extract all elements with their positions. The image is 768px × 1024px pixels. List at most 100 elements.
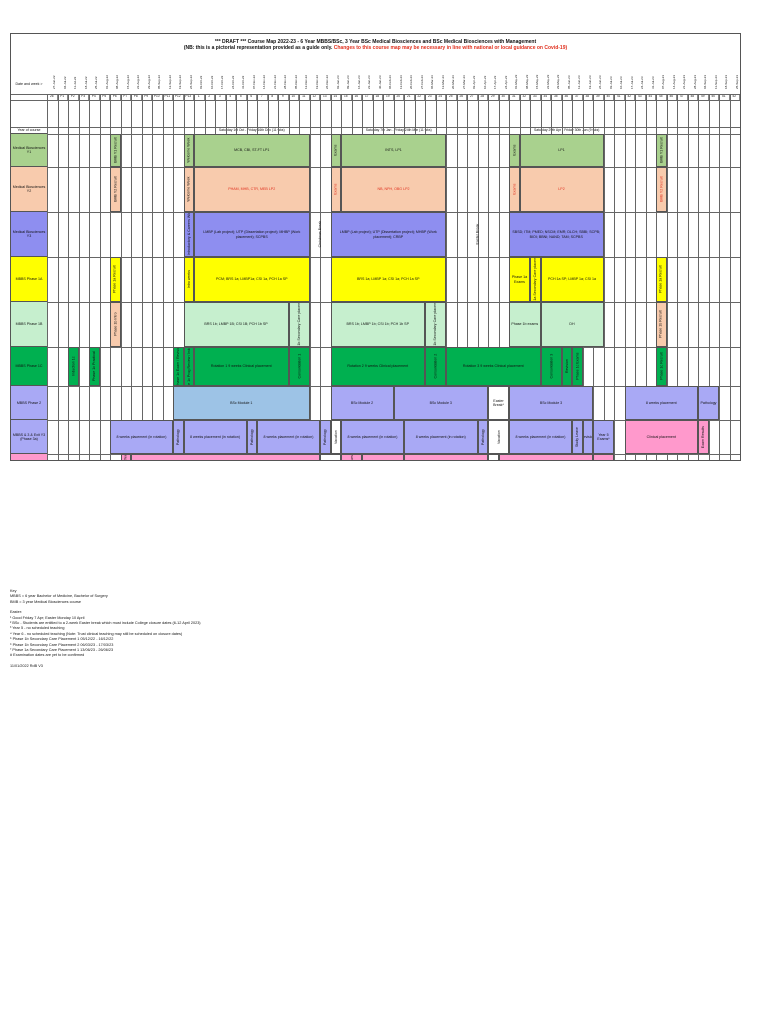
week-number: 38 <box>583 94 593 100</box>
date-label: 27-Jun-22 <box>52 75 57 89</box>
date-cell: 26-Dec-22 <box>320 56 331 94</box>
block-label: PCH 1b Secondary Care placement 1 <box>296 302 301 347</box>
block-label: Phase 1b Recruit <box>659 310 664 339</box>
schedule-block-bmb-y1-recruit: BMB Y1 Recruit <box>656 134 667 167</box>
schedule-block-bsc-m4: BSc Module 3 <box>509 386 593 420</box>
date-label: 29-May-23 <box>556 74 561 89</box>
week-number: 20 <box>394 94 404 100</box>
grid-line <box>152 94 153 460</box>
schedule-block-study-leave: Study Leave <box>572 420 583 454</box>
schedule-block-phase1a-recruit2: Phase 1a Recruit <box>656 257 667 302</box>
week-number: 52 <box>730 94 740 100</box>
schedule-block-bsc-m3: BSc Module 3 <box>393 386 488 420</box>
date-week-label: Date and week > <box>15 82 43 86</box>
week-number: 47 <box>677 94 688 100</box>
schedule-block-welcome-week: Welcome Week <box>183 134 194 167</box>
date-label: 14-Aug-23 <box>671 74 676 89</box>
schedule-block-phase1a-recruit: Phase 1a Recruit <box>110 257 121 302</box>
schedule-block-p3-path4: Pathology <box>477 420 488 454</box>
course-map-sheet: *** DRAFT *** Course Map 2022-23 - 6 Yea… <box>10 33 741 461</box>
schedule-block-clinical-placement: Clinical placement <box>624 420 698 454</box>
date-label: 05-Jun-23 <box>566 75 571 89</box>
schedule-block-consolidation2: Consolidation 2 <box>425 347 446 386</box>
date-label: 24-Oct-22 <box>230 75 235 89</box>
block-label: BSc Module 3 <box>539 400 563 405</box>
grid-line <box>645 94 647 460</box>
date-cell: 08-May-23 <box>520 56 531 94</box>
week-number: 51 <box>719 94 730 100</box>
grid-line <box>320 94 321 460</box>
date-cell: 14-Nov-22 <box>257 56 268 94</box>
date-cell: 27-Mar-23 <box>457 56 468 94</box>
block-label: SBSD; ITM; PMED; NSCM; EMR; DLCH; SBBI; … <box>512 230 601 239</box>
date-label: 03-Jul-23 <box>608 76 613 89</box>
grid-line <box>624 94 626 460</box>
grid-line <box>614 94 615 460</box>
schedule-block-welcome-y2: Welcome Week <box>183 167 194 212</box>
date-label: 26-Sep-22 <box>188 74 193 89</box>
week-number: 16 <box>352 94 362 100</box>
block-label: 8 weeks placement <box>645 400 677 405</box>
grid-line <box>488 94 489 460</box>
date-cell: 13-Feb-23 <box>394 56 405 94</box>
date-label: 01-Aug-22 <box>104 74 109 89</box>
date-cell: 22-Aug-22 <box>131 56 142 94</box>
week-number: 35 <box>551 94 562 100</box>
date-label: 12-Jun-23 <box>577 75 582 89</box>
date-label: 20-Feb-23 <box>409 75 414 89</box>
block-label: LMBP (Lab project); UTP (Dissertation pr… <box>339 230 437 239</box>
grid-line <box>57 94 59 460</box>
week-number: 48 <box>688 94 698 100</box>
date-label: 19-Dec-22 <box>314 74 319 89</box>
schedule-block-exams-y1-t2: Exams <box>509 134 520 167</box>
term-dates: Saturday 7th Jan - Friday 24th Mar (11 w… <box>365 128 432 132</box>
week-number: 12 <box>310 94 320 100</box>
schedule-block-p3-path3: Pathology <box>320 420 331 454</box>
schedule-block-deep-revision: Deep Revision Course <box>341 454 362 460</box>
grid-line <box>173 94 174 460</box>
block-label: Exams <box>512 184 517 195</box>
term-dates: Saturday 29th Apr - Friday 30th Jun (9 w… <box>534 128 600 132</box>
date-cell: 12-Jun-23 <box>572 56 583 94</box>
schedule-block-lmbp-t1: LMBP (Lab project); UTP (Dissertation pr… <box>194 212 310 257</box>
week-number: 49 <box>698 94 709 100</box>
date-cell: 28-Aug-23 <box>688 56 699 94</box>
week-number: P13 <box>184 94 194 100</box>
date-label: 10-Jul-23 <box>619 76 624 89</box>
date-cell: 27-Feb-23 <box>415 56 426 94</box>
date-cell: 15-Aug-22 <box>121 56 132 94</box>
date-cell: 02-Jan-23 <box>331 56 342 94</box>
schedule-block-dh: DH <box>540 302 604 347</box>
schedule-block-pch1b-sec: PCH 1b Secondary Care placement 1 <box>288 302 310 347</box>
schedule-block-rotation2: Rotation 2 9 weeks Clinical placement <box>330 347 425 386</box>
schedule-block-prenatal-revision: Prenatal Revision and Exams <box>404 454 488 460</box>
week-number: 34 <box>541 94 551 100</box>
block-label: LP2 <box>558 187 565 192</box>
date-cell: 18-Jul-22 <box>79 56 90 94</box>
grid-line <box>120 94 122 460</box>
date-cell: 10-Oct-22 <box>205 56 216 94</box>
week-number: 18 <box>373 94 383 100</box>
date-cell: 24-Jul-23 <box>635 56 646 94</box>
block-label: Rotation 1 9 weeks Clinical placement <box>210 364 272 369</box>
block-label: Phase 1c Recruit <box>659 352 664 381</box>
date-label: 12-Dec-22 <box>304 74 309 89</box>
date-cell: 06-Mar-23 <box>425 56 436 94</box>
grid-line <box>477 94 479 460</box>
date-label: 17-Apr-23 <box>493 75 498 89</box>
date-label: 25-Jul-22 <box>94 76 99 89</box>
week-number: 26 <box>47 94 58 100</box>
row-label: MBBS 4 & 3c Exit Y3 <box>11 454 47 460</box>
date-label: 11-Sep-23 <box>713 75 718 89</box>
grid-line <box>162 94 164 460</box>
week-number: P6 <box>110 94 121 100</box>
schedule-block-revision-1c: Revision <box>561 347 572 386</box>
schedule-block-p3-path2: Pathology <box>246 420 257 454</box>
schedule-block-induction-1c: Induction 1c <box>68 347 79 386</box>
date-label: 07-Aug-23 <box>661 74 666 89</box>
grid-line <box>11 127 740 128</box>
date-label: 16-Jan-23 <box>356 75 361 89</box>
schedule-block-vacation3: Vacation <box>320 454 341 460</box>
block-label: BRS 1b; LMBP 1b; CSI 1b; PCH 1b SP <box>346 322 409 327</box>
schedule-block-bsc-m2: BSc Module 2 <box>330 386 394 420</box>
